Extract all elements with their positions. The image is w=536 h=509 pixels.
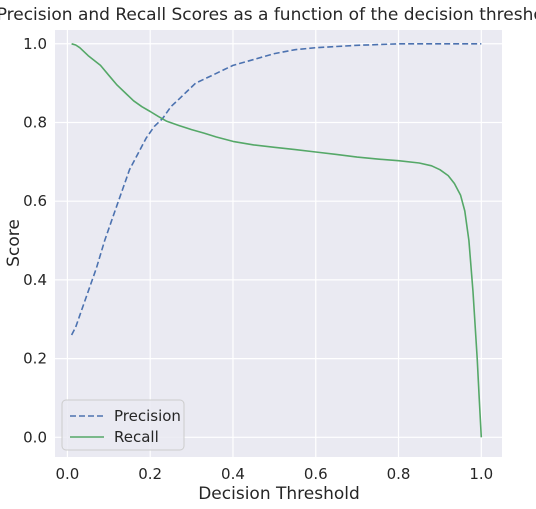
y-tick-label: 0.0 xyxy=(23,428,47,446)
series-line-recall xyxy=(71,43,483,438)
plot-area xyxy=(55,30,502,457)
x-tick-label: 0.8 xyxy=(387,465,411,483)
tick-labels: 0.0 0.2 0.4 0.6 0.8 1.0 0.0 0.2 0.4 0.6 0.8 1.0 xyxy=(23,35,493,483)
y-axis-label: Score xyxy=(4,219,24,267)
legend: Precision Recall xyxy=(61,399,185,451)
x-tick-label: 0.6 xyxy=(304,465,328,483)
y-tick-label: 0.4 xyxy=(23,271,47,289)
y-tick-label: 0.6 xyxy=(23,192,47,210)
series-line-precision xyxy=(70,42,482,336)
legend-precision-label: Precision xyxy=(114,407,181,425)
x-tick-label: 0.0 xyxy=(55,465,79,483)
chart-title: Precision and Recall Scores as a functio… xyxy=(0,5,536,25)
legend-recall-label: Recall xyxy=(114,428,159,446)
y-tick-label: 0.8 xyxy=(23,113,47,131)
x-tick-label: 0.2 xyxy=(138,465,162,483)
x-axis-label: Decision Threshold xyxy=(198,484,360,504)
x-tick-label: 0.4 xyxy=(221,465,245,483)
x-tick-label: 1.0 xyxy=(469,465,493,483)
grid xyxy=(55,30,502,457)
series-lines xyxy=(70,42,483,438)
y-tick-label: 0.2 xyxy=(23,350,47,368)
y-tick-label: 1.0 xyxy=(23,35,47,53)
